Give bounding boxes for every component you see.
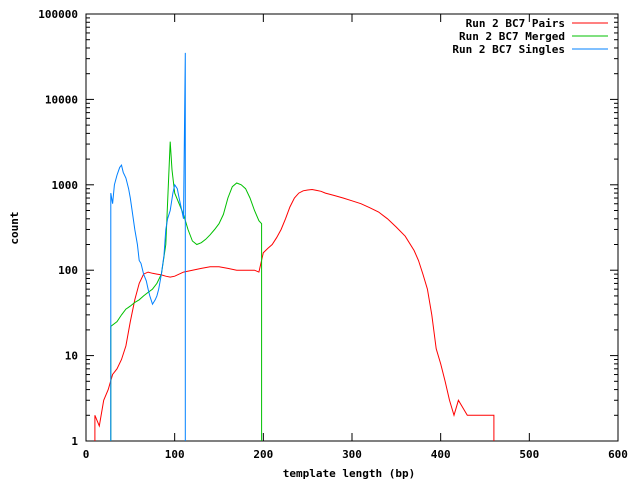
y-tick-label: 100000 <box>38 8 78 21</box>
legend-label: Run 2 BC7 Pairs <box>466 17 565 30</box>
x-axis-label: template length (bp) <box>283 467 415 480</box>
axes: 1 10 100 1000 10000 100000 0 100 200 300 400 500 600 <box>38 8 628 461</box>
x-tick-label: 400 <box>431 448 451 461</box>
series-layer <box>94 52 495 441</box>
y-tick-label: 10000 <box>45 93 78 106</box>
y-tick-label: 1000 <box>52 179 79 192</box>
x-tick-label: 500 <box>519 448 539 461</box>
y-axis-label: count <box>8 211 21 244</box>
y-tick-label: 100 <box>58 264 78 277</box>
x-tick-label: 600 <box>608 448 628 461</box>
y-tick-label: 1 <box>71 435 78 448</box>
x-tick-label: 100 <box>165 448 185 461</box>
legend-label: Run 2 BC7 Merged <box>459 30 565 43</box>
x-tick-label: 200 <box>253 448 273 461</box>
x-tick-label: 0 <box>83 448 90 461</box>
x-tick-label: 300 <box>342 448 362 461</box>
y-tick-label: 10 <box>65 350 78 363</box>
series-line-1 <box>94 188 495 441</box>
legend-label: Run 2 BC7 Singles <box>452 43 565 56</box>
series-line-2 <box>110 141 263 441</box>
series-line-3 <box>110 52 186 441</box>
